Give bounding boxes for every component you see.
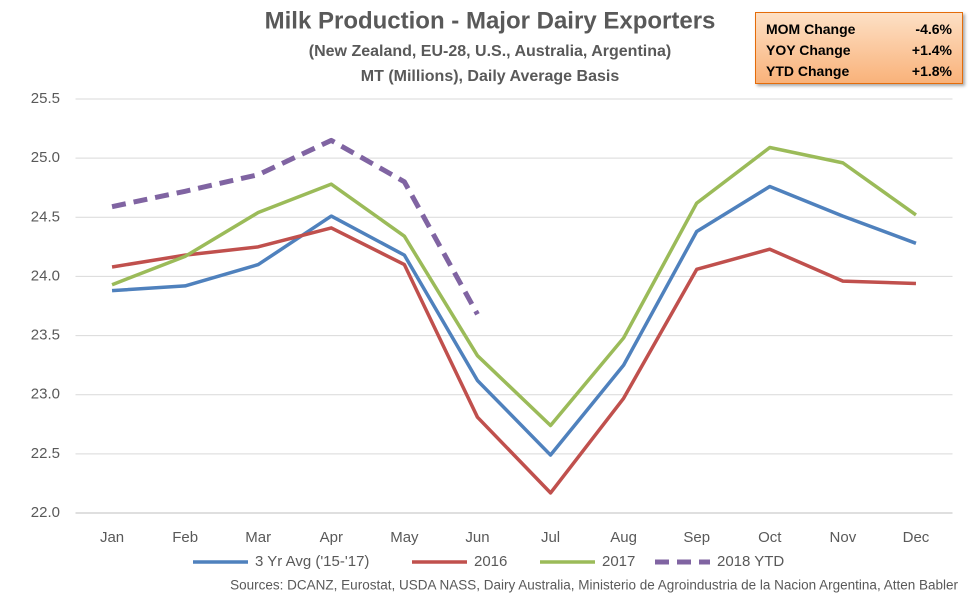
x-tick-label: Oct — [758, 529, 782, 546]
y-tick-label: 24.5 — [31, 208, 60, 225]
series-line — [111, 226, 917, 495]
x-tick-label: Sep — [683, 529, 710, 546]
info-value: +1.8% — [911, 63, 952, 79]
y-tick-label: 25.0 — [31, 149, 60, 166]
y-tick-label: 22.5 — [31, 445, 60, 462]
x-tick-label: Jun — [465, 529, 489, 546]
info-label: MOM Change — [766, 21, 856, 37]
series-line — [111, 137, 480, 316]
info-value: -4.6% — [915, 21, 952, 37]
series-line — [111, 145, 917, 428]
x-tick-label: Apr — [320, 529, 343, 546]
legend-label: 2017 — [602, 553, 635, 570]
source-note: Sources: DCANZ, Eurostat, USDA NASS, Dai… — [230, 578, 958, 593]
y-tick-label: 23.5 — [31, 327, 60, 344]
y-tick-label: 24.0 — [31, 267, 60, 284]
info-box: MOM Change -4.6% YOY Change +1.4% YTD Change… — [755, 12, 963, 84]
x-tick-label: Dec — [903, 529, 930, 546]
x-tick-label: Jul — [541, 529, 560, 546]
x-tick-label: Feb — [172, 529, 198, 546]
info-row: MOM Change -4.6% — [766, 21, 952, 42]
info-label: YTD Change — [766, 63, 850, 79]
legend-label: 3 Yr Avg ('15-'17) — [255, 553, 369, 570]
y-tick-label: 23.0 — [31, 386, 60, 403]
y-tick-label: 25.5 — [31, 90, 60, 107]
series-line — [111, 184, 917, 457]
chart-subtitle: (New Zealand, EU-28, U.S., Australia, Ar… — [309, 43, 671, 60]
info-row: YTD Change +1.8% — [766, 63, 952, 84]
chart-title: Milk Production - Major Dairy Exporters — [265, 7, 716, 34]
info-value: +1.4% — [911, 42, 952, 58]
info-row: YOY Change +1.4% — [766, 42, 952, 63]
info-label: YOY Change — [766, 42, 851, 58]
x-tick-label: May — [390, 529, 419, 546]
y-tick-label: 22.0 — [31, 504, 60, 521]
legend-label: 2016 — [474, 553, 507, 570]
x-tick-label: Mar — [245, 529, 271, 546]
x-tick-label: Aug — [610, 529, 637, 546]
legend-label: 2018 YTD — [717, 553, 784, 570]
x-tick-label: Jan — [100, 529, 124, 546]
chart-subtitle: MT (Millions), Daily Average Basis — [361, 68, 620, 85]
x-tick-label: Nov — [830, 529, 857, 546]
